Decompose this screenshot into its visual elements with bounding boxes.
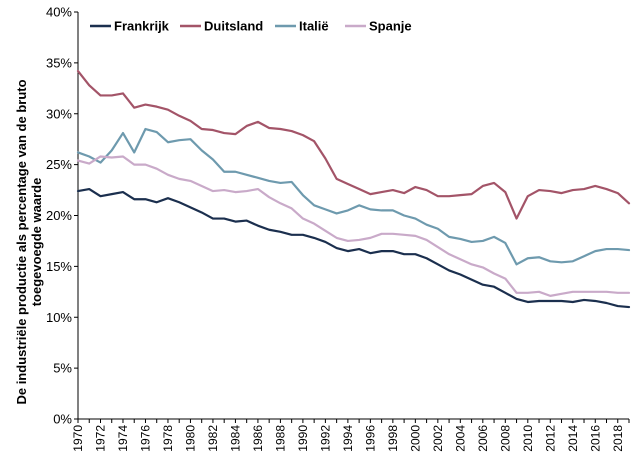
legend: Frankrijk Duitsland Italië Spanje xyxy=(90,19,412,34)
x-tick-label: 1990 xyxy=(296,425,310,452)
x-tick-label: 1986 xyxy=(251,425,265,452)
x-tick-label: 1970 xyxy=(71,425,85,452)
x-tick-label: 1994 xyxy=(341,425,355,452)
y-tick-label: 20% xyxy=(46,208,72,223)
y-axis-title-line-2: toegevoegde waarde xyxy=(29,178,44,307)
y-tick-label: 0% xyxy=(53,412,72,427)
series-line-duitsland xyxy=(76,69,631,220)
x-tick-label: 1980 xyxy=(183,425,197,452)
x-tick-label: 1996 xyxy=(363,425,377,452)
y-tick-label: 35% xyxy=(46,55,72,70)
x-tick-label: 2006 xyxy=(476,425,490,452)
legend-label: Italië xyxy=(299,19,329,34)
y-axis-title: De industriële productie als percentage … xyxy=(14,79,44,404)
y-axis-ticks: 0% 5% 10% 15% 20% 25% 30% 35% 40% xyxy=(46,5,78,427)
legend-label: Spanje xyxy=(369,19,412,34)
x-tick-label: 2014 xyxy=(566,425,580,452)
x-tick-label: 1984 xyxy=(228,425,242,452)
x-tick-label: 2010 xyxy=(521,425,535,452)
x-tick-label: 2008 xyxy=(498,425,512,452)
x-tick-label: 1972 xyxy=(93,425,107,452)
x-tick-label: 2018 xyxy=(611,425,625,452)
axes xyxy=(77,12,629,420)
x-tick-label: 1988 xyxy=(273,425,287,452)
x-tick-label: 1992 xyxy=(318,425,332,452)
y-tick-label: 30% xyxy=(46,106,72,121)
x-tick-label: 2002 xyxy=(431,425,445,452)
y-axis-title-line-1: De industriële productie als percentage … xyxy=(14,79,29,404)
y-tick-label: 25% xyxy=(46,157,72,172)
y-tick-label: 10% xyxy=(46,310,72,325)
y-tick-label: 5% xyxy=(53,361,72,376)
legend-label: Duitsland xyxy=(204,19,263,34)
x-tick-label: 1976 xyxy=(138,425,152,452)
y-tick-label: 40% xyxy=(46,5,72,20)
legend-label: Frankrijk xyxy=(114,19,170,34)
x-tick-label: 1982 xyxy=(206,425,220,452)
series-line-italië xyxy=(76,127,631,266)
x-tick-label: 2004 xyxy=(453,425,467,452)
x-tick-label: 1998 xyxy=(386,425,400,452)
x-axis-ticks: 1970 1972 1974 1976 1978 1980 1982 1984 1986 1988… xyxy=(71,419,630,452)
series-line-spanje xyxy=(76,155,631,297)
series-lines xyxy=(76,69,631,309)
x-tick-label: 1974 xyxy=(116,425,130,452)
x-tick-label: 2012 xyxy=(543,425,557,452)
x-tick-label: 2016 xyxy=(588,425,602,452)
series-line-frankrijk xyxy=(76,187,631,309)
x-tick-label: 1978 xyxy=(161,425,175,452)
x-tick-label: 2000 xyxy=(408,425,422,452)
y-tick-label: 15% xyxy=(46,259,72,274)
